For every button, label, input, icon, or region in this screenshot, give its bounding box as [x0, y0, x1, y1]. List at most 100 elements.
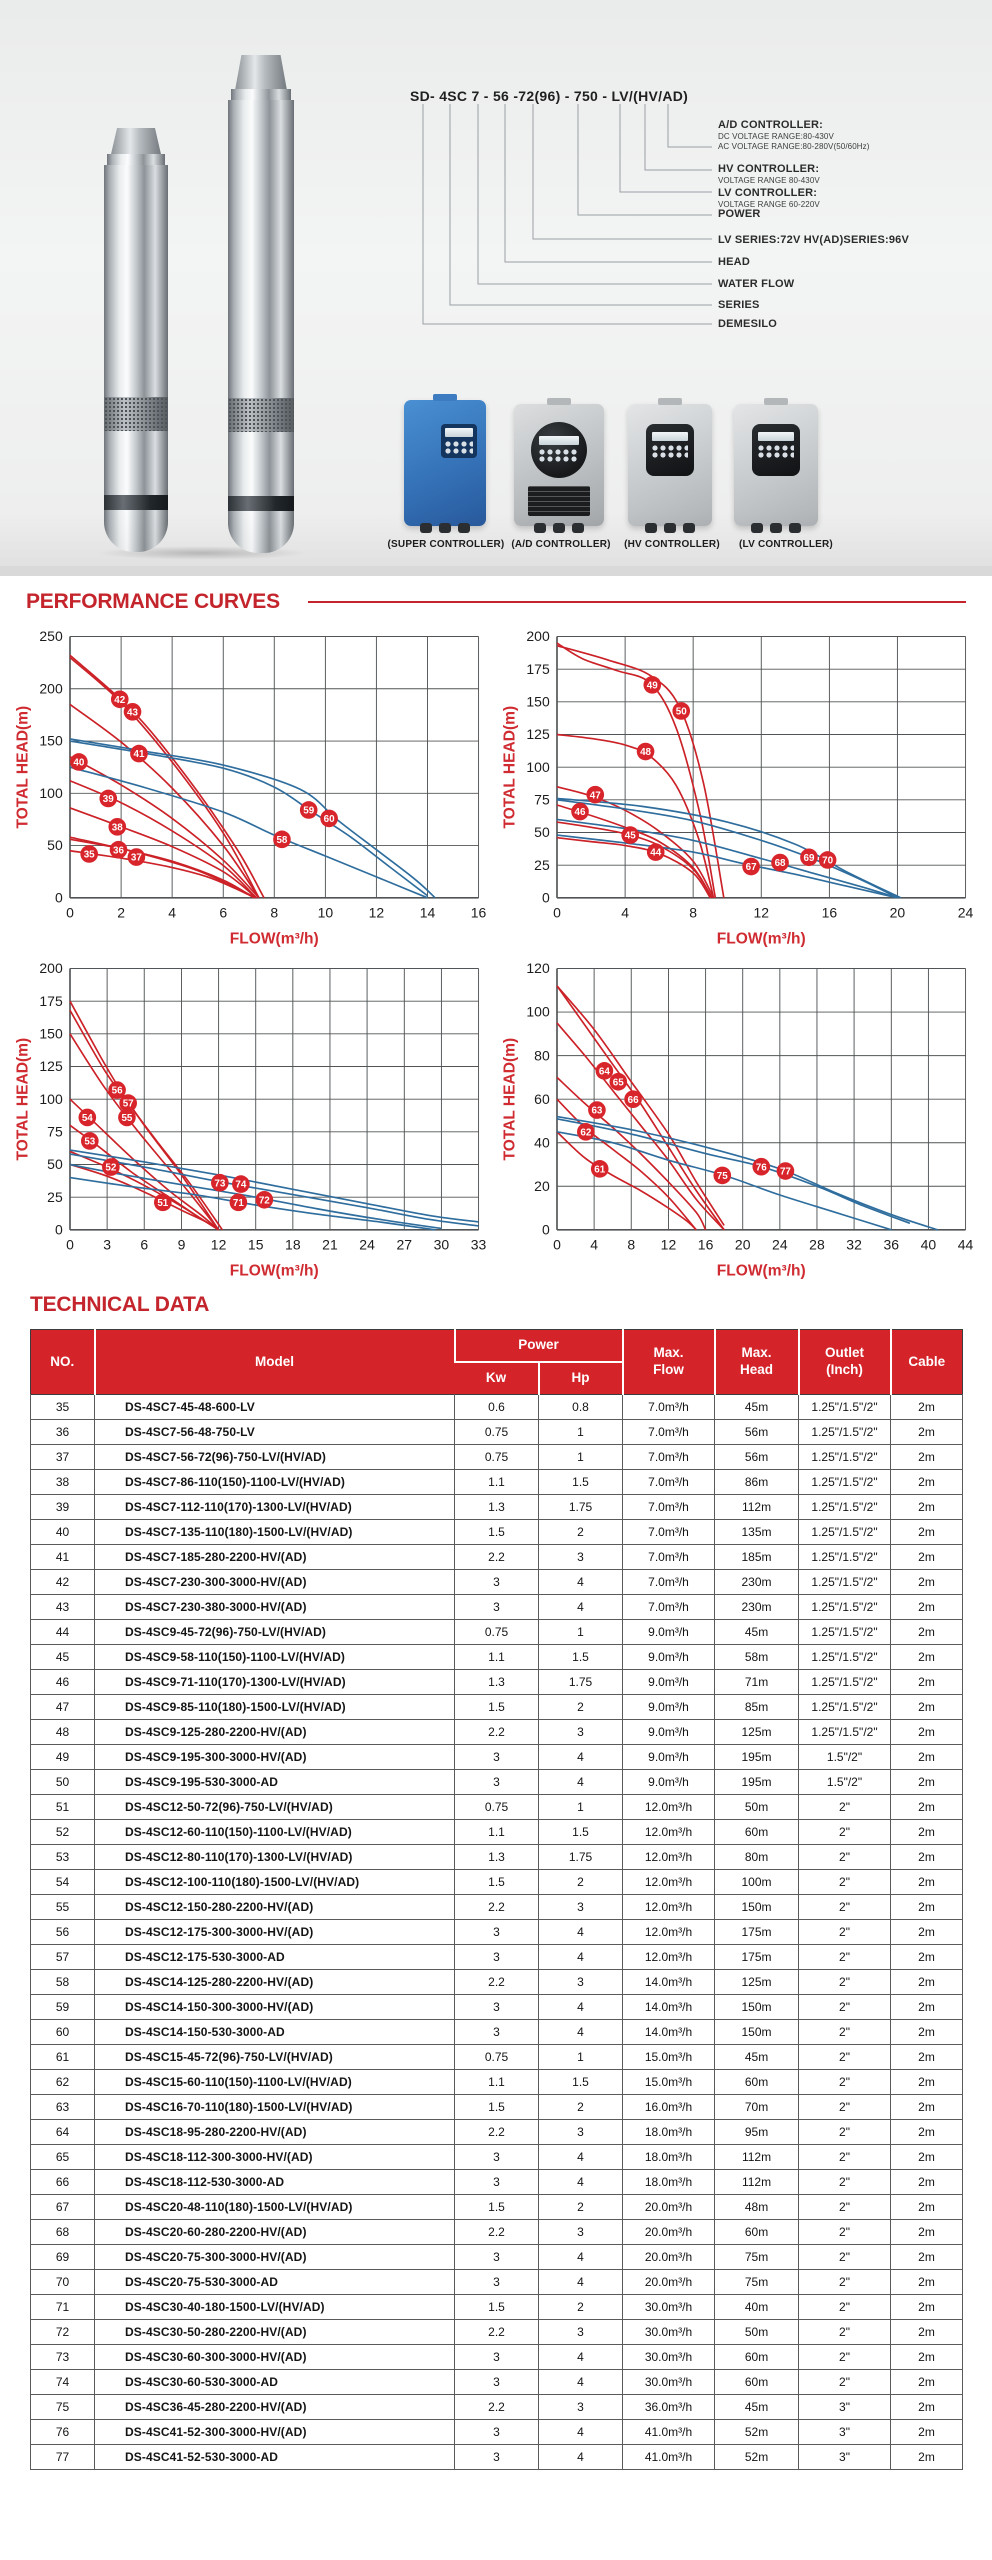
table-cell: 2m — [890, 2019, 964, 2046]
charts-grid: 0 2 4 6 8 10 12 14 16 0 50 100 150 200 250 35 36 37 38 39 40… — [0, 618, 992, 1283]
svg-text:28: 28 — [809, 1236, 825, 1252]
table-cell: 0.75 — [454, 1794, 539, 1821]
table-cell: 2m — [890, 1519, 964, 1546]
table-cell: 9.0m³/h — [622, 1669, 716, 1696]
table-cell: 4 — [537, 1919, 624, 1946]
controller-display-panel — [441, 424, 477, 458]
svg-text:16: 16 — [698, 1236, 714, 1252]
curve-57 — [69, 1009, 224, 1230]
table-cell: 12.0m³/h — [622, 1869, 716, 1896]
svg-text:55: 55 — [121, 1113, 132, 1124]
chart-svg: 0 4 8 12 16 20 2402550751001251501752004445464… — [501, 628, 973, 947]
table-row: 75 DS-4SC36-45-280-2200-HV/(AD) 2.2 3 36.0m³… — [30, 2394, 964, 2421]
table-cell: 61 — [30, 2044, 95, 2071]
table-cell: 2m — [890, 1994, 964, 2021]
table-row: 68 DS-4SC20-60-280-2200-HV/(AD) 2.2 3 20.0m³… — [30, 2219, 964, 2246]
table-cell: 3 — [454, 1994, 539, 2021]
table-cell: 2m — [890, 1644, 964, 1671]
table-cell: 2m — [890, 2269, 964, 2296]
controller-display-panel — [646, 424, 694, 476]
svg-text:200: 200 — [39, 960, 63, 976]
table-cell: 2m — [890, 1819, 964, 1846]
curve-65 — [556, 985, 725, 1230]
ad-controller-image — [514, 404, 604, 533]
pump-intake-mesh — [228, 398, 294, 432]
table-cell: 2m — [890, 1419, 964, 1446]
table-cell: 2m — [890, 1494, 964, 1521]
model-cell: DS-4SC15-60-110(150)-1100-LV/(HV/AD) — [94, 2069, 455, 2096]
table-cell: 43 — [30, 1594, 95, 1621]
table-cell: 63 — [30, 2094, 95, 2121]
model-cell: DS-4SC12-150-280-2200-HV/(AD) — [94, 1894, 455, 1921]
table-cell: 73 — [30, 2344, 95, 2371]
table-cell: 1.5 — [454, 1869, 539, 1896]
model-cell: DS-4SC9-125-280-2200-HV/(AD) — [94, 1719, 455, 1746]
technical-table: NO. Model Power Max. Flow Max. Head Outl… — [30, 1329, 964, 2471]
table-row: 73 DS-4SC30-60-300-3000-HV/(AD) 3 4 30.0m³/h… — [30, 2344, 964, 2371]
table-cell: 2" — [798, 1944, 892, 1971]
svg-text:15: 15 — [248, 1236, 264, 1252]
table-cell: 1.5 — [537, 1644, 624, 1671]
svg-text:64: 64 — [599, 1066, 610, 1077]
curve-marker: 57 — [119, 1093, 137, 1112]
table-cell: 60m — [714, 2219, 800, 2246]
table-row: 60 DS-4SC14-150-530-3000-AD 3 4 14.0m³/h 150m… — [30, 2019, 964, 2046]
table-cell: 2m — [890, 2144, 964, 2171]
svg-text:150: 150 — [39, 1025, 63, 1041]
table-row: 50 DS-4SC9-195-530-3000-AD 3 4 9.0m³/h 195m 1.… — [30, 1769, 964, 1796]
table-cell: 80m — [714, 1844, 800, 1871]
table-cell: 7.0m³/h — [622, 1544, 716, 1571]
svg-text:100: 100 — [526, 759, 550, 775]
svg-text:FLOW(m³/h): FLOW(m³/h) — [230, 1262, 319, 1279]
curve-marker: 59 — [299, 801, 318, 819]
code-label-title: POWER — [718, 208, 761, 220]
table-cell: 75m — [714, 2269, 800, 2296]
table-cell: 30.0m³/h — [622, 2319, 716, 2346]
table-cell: 46 — [30, 1669, 95, 1696]
table-cell: 7.0m³/h — [622, 1519, 716, 1546]
table-cell: 53 — [30, 1844, 95, 1871]
table-cell: 1.1 — [454, 1644, 539, 1671]
svg-text:25: 25 — [534, 857, 550, 873]
table-cell: 1.25"/1.5"/2" — [798, 1494, 892, 1521]
controller-screen — [445, 428, 473, 437]
table-cell: 40m — [714, 2294, 800, 2321]
table-body: 35 DS-4SC7-45-48-600-LV 0.6 0.8 7.0m³/h 45m 1.… — [30, 1394, 964, 2471]
curve-marker: 47 — [586, 785, 605, 804]
table-cell: 2" — [798, 2019, 892, 2046]
svg-text:27: 27 — [397, 1236, 413, 1252]
table-cell: 1.5 — [454, 2294, 539, 2321]
table-cell: 1.75 — [537, 1494, 624, 1521]
table-cell: 2m — [890, 2394, 964, 2421]
svg-text:12: 12 — [661, 1236, 677, 1252]
table-cell: 36 — [30, 1419, 95, 1446]
table-cell: 1.25"/1.5"/2" — [798, 1694, 892, 1721]
curve-marker: 46 — [571, 802, 589, 821]
svg-text:12: 12 — [369, 905, 385, 921]
svg-text:125: 125 — [39, 1058, 63, 1074]
curve-58 — [69, 766, 428, 899]
table-cell: 12.0m³/h — [622, 1944, 716, 1971]
model-cell: DS-4SC12-175-300-3000-HV/(AD) — [94, 1919, 455, 1946]
table-cell: 2m — [890, 2244, 964, 2271]
table-cell: 2" — [798, 2044, 892, 2071]
table-cell: 112m — [714, 2169, 800, 2196]
model-cell: DS-4SC9-85-110(180)-1500-LV/(HV/AD) — [94, 1694, 455, 1721]
table-cell: 1.75 — [537, 1844, 624, 1871]
section-divider — [0, 566, 992, 576]
column-header-no: NO. — [30, 1329, 95, 1395]
table-cell: 41.0m³/h — [622, 2419, 716, 2446]
curve-72 — [69, 1163, 442, 1229]
controller-screen — [539, 436, 579, 445]
table-cell: 2.2 — [454, 2394, 539, 2421]
svg-text:14: 14 — [420, 905, 436, 921]
svg-text:60: 60 — [534, 1091, 550, 1107]
table-cell: 75m — [714, 2244, 800, 2271]
table-cell: 30.0m³/h — [622, 2344, 716, 2371]
code-label-subtext: AC VOLTAGE RANGE:80-280V(50/60Hz) — [718, 142, 870, 151]
table-row: 48 DS-4SC9-125-280-2200-HV/(AD) 2.2 3 9.0m³/… — [30, 1719, 964, 1746]
curve-42 — [69, 656, 260, 899]
chart-svg: 0 3 6 9 12 15 18 21 24 27 30 33 0 25 50 75 100 125 150 175 2… — [14, 960, 486, 1279]
table-cell: 1.5"/2" — [798, 1744, 892, 1771]
table-cell: 230m — [714, 1594, 800, 1621]
